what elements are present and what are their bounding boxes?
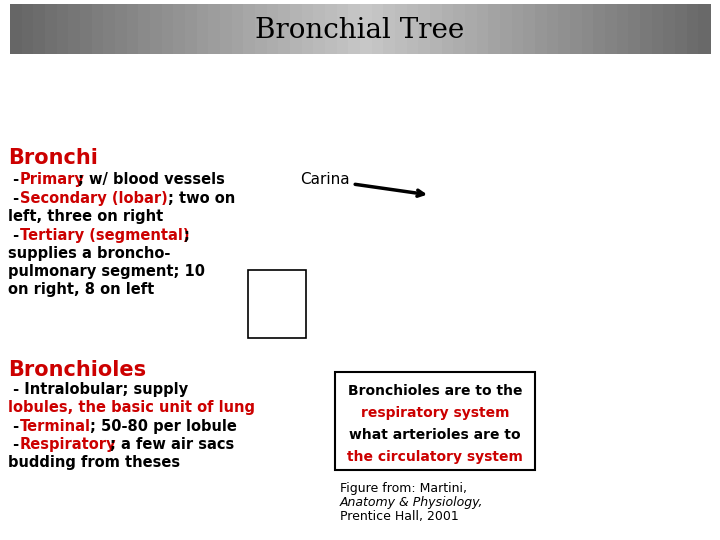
Text: Bronchi: Bronchi: [8, 148, 98, 168]
Text: on right, 8 on left: on right, 8 on left: [8, 282, 154, 297]
Text: -: -: [8, 228, 24, 243]
Text: Prentice Hall, 2001: Prentice Hall, 2001: [340, 510, 459, 523]
Bar: [360, 4, 372, 54]
Bar: [663, 4, 675, 54]
Bar: [535, 4, 547, 54]
Bar: [174, 4, 186, 54]
Bar: [220, 4, 232, 54]
Bar: [675, 4, 687, 54]
Bar: [243, 4, 256, 54]
Text: Secondary (lobar): Secondary (lobar): [20, 191, 168, 206]
Text: ; w/ blood vessels: ; w/ blood vessels: [78, 172, 225, 187]
Text: Anatomy & Physiology,: Anatomy & Physiology,: [340, 496, 484, 509]
Bar: [546, 4, 559, 54]
Bar: [150, 4, 162, 54]
Bar: [418, 4, 431, 54]
Text: ;: ;: [183, 228, 189, 243]
Bar: [465, 4, 477, 54]
Bar: [395, 4, 408, 54]
Bar: [104, 4, 115, 54]
Text: - Intralobular; supply: - Intralobular; supply: [8, 382, 188, 397]
Bar: [197, 4, 209, 54]
Text: -: -: [8, 191, 24, 206]
Text: respiratory system: respiratory system: [361, 406, 509, 420]
Bar: [582, 4, 594, 54]
Text: Terminal: Terminal: [20, 419, 91, 434]
Text: ; a few air sacs: ; a few air sacs: [110, 437, 234, 452]
Bar: [523, 4, 536, 54]
Bar: [45, 4, 57, 54]
Bar: [629, 4, 641, 54]
Bar: [687, 4, 699, 54]
Bar: [570, 4, 582, 54]
Text: the circulatory system: the circulatory system: [347, 450, 523, 464]
Bar: [558, 4, 570, 54]
Bar: [616, 4, 629, 54]
Bar: [279, 4, 290, 54]
Text: -: -: [8, 437, 24, 452]
Text: Respiratory: Respiratory: [20, 437, 117, 452]
Bar: [162, 4, 174, 54]
Text: budding from theses: budding from theses: [8, 455, 180, 470]
Text: what arterioles are to: what arterioles are to: [349, 428, 521, 442]
Bar: [313, 4, 325, 54]
Text: Carina: Carina: [300, 172, 423, 196]
Bar: [488, 4, 500, 54]
Bar: [57, 4, 69, 54]
Bar: [512, 4, 524, 54]
Text: pulmonary segment; 10: pulmonary segment; 10: [8, 264, 205, 279]
Bar: [698, 4, 711, 54]
Text: -: -: [8, 419, 24, 434]
Text: -: -: [8, 172, 24, 187]
Bar: [652, 4, 664, 54]
Bar: [454, 4, 466, 54]
Bar: [127, 4, 139, 54]
Bar: [372, 4, 384, 54]
Bar: [407, 4, 419, 54]
Bar: [80, 4, 92, 54]
Bar: [430, 4, 442, 54]
Text: lobules, the basic unit of lung: lobules, the basic unit of lung: [8, 400, 255, 415]
Bar: [22, 4, 34, 54]
Bar: [325, 4, 337, 54]
Text: Figure from: Martini,: Figure from: Martini,: [340, 482, 467, 495]
Bar: [91, 4, 104, 54]
Text: ; two on: ; two on: [168, 191, 235, 206]
Bar: [348, 4, 361, 54]
Bar: [33, 4, 45, 54]
Bar: [500, 4, 512, 54]
Bar: [477, 4, 489, 54]
Bar: [593, 4, 606, 54]
Text: Primary: Primary: [20, 172, 85, 187]
Bar: [185, 4, 197, 54]
Text: Bronchioles: Bronchioles: [8, 360, 146, 380]
Text: Bronchial Tree: Bronchial Tree: [256, 17, 464, 44]
Bar: [266, 4, 279, 54]
Bar: [10, 4, 22, 54]
Bar: [115, 4, 127, 54]
Text: ; 50-80 per lobule: ; 50-80 per lobule: [90, 419, 237, 434]
Text: Tertiary (segmental): Tertiary (segmental): [20, 228, 189, 243]
FancyBboxPatch shape: [335, 372, 535, 470]
Text: left, three on right: left, three on right: [8, 209, 163, 224]
Bar: [208, 4, 220, 54]
Text: Bronchioles are to the: Bronchioles are to the: [348, 384, 522, 398]
Bar: [383, 4, 395, 54]
Bar: [290, 4, 302, 54]
Text: supplies a broncho-: supplies a broncho-: [8, 246, 171, 261]
Bar: [640, 4, 652, 54]
Bar: [255, 4, 267, 54]
Bar: [138, 4, 150, 54]
Bar: [302, 4, 314, 54]
Bar: [68, 4, 81, 54]
Bar: [337, 4, 348, 54]
Bar: [232, 4, 244, 54]
Bar: [441, 4, 454, 54]
Bar: [605, 4, 617, 54]
